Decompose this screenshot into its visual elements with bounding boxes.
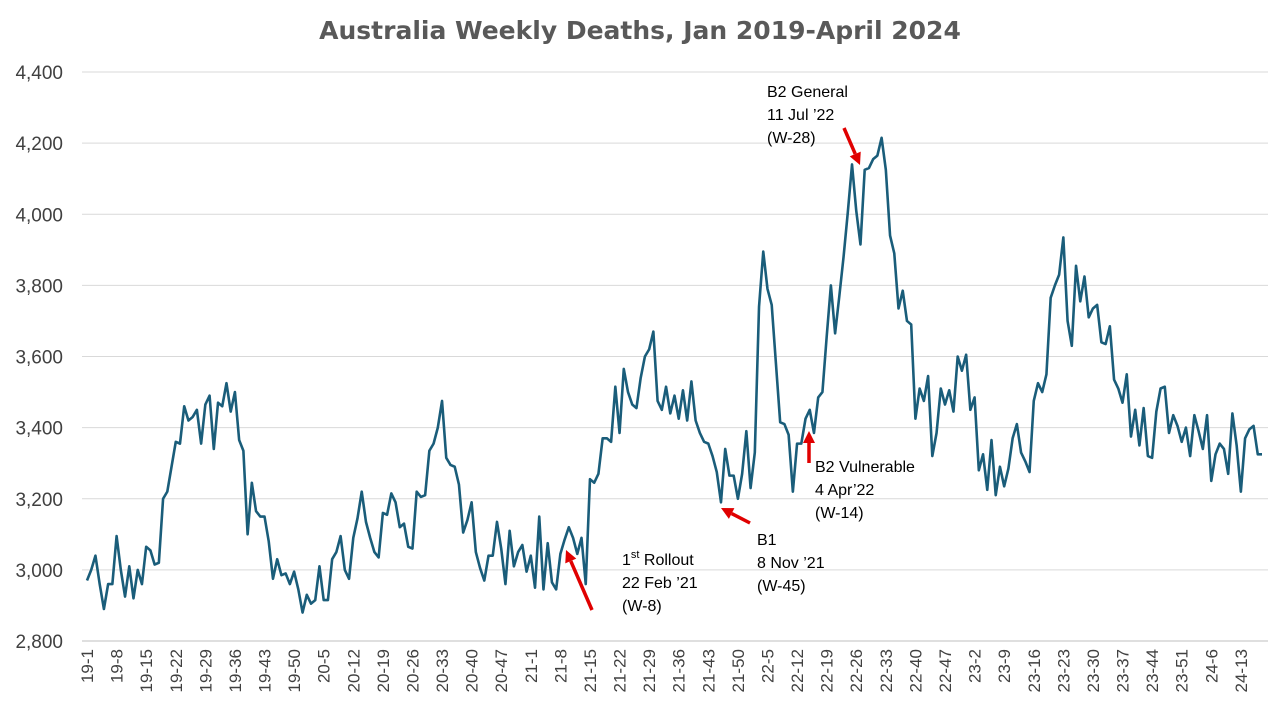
annotation-arrows [565,127,861,611]
x-tick-label: 20-40 [463,649,482,692]
y-tick-label: 3,600 [15,348,63,369]
x-tick-label: 23-2 [966,649,985,683]
arrow-b1 [721,508,751,525]
x-tick-label: 21-29 [640,649,659,692]
x-tick-label: 24-13 [1232,649,1251,692]
x-tick-label: 23-9 [995,649,1014,683]
y-tick-label: 3,200 [15,490,63,511]
annotation-first-rollout-line-3: (W-8) [622,598,662,615]
y-tick-label: 3,400 [15,419,63,440]
annotation-b1-line-3: (W-45) [757,578,806,595]
x-tick-label: 19-15 [137,649,156,692]
x-tick-label: 23-44 [1143,649,1162,692]
annotation-b1: B1 8 Nov ’21 (W-45) [757,532,825,595]
x-tick-label: 23-23 [1054,649,1073,692]
x-tick-label: 22-5 [758,649,777,683]
annotation-b2-general-line-2: 11 Jul ’22 [767,107,834,124]
y-tick-label: 4,400 [15,63,63,84]
x-tick-label: 19-29 [196,649,215,692]
chart-title: Australia Weekly Deaths, Jan 2019-April … [319,16,961,45]
annotation-b2-general: B2 General 11 Jul ’22 (W-28) [767,84,848,147]
x-tick-label: 22-26 [847,649,866,692]
x-tick-label: 20-12 [344,649,363,692]
x-tick-label: 20-47 [492,649,511,692]
annotation-first-rollout: 1st Rollout 22 Feb ’21 (W-8) [622,549,698,615]
x-tick-label: 21-8 [551,649,570,683]
x-tick-label: 21-15 [581,649,600,692]
gridlines [82,71,1268,571]
annotation-b2-general-line-3: (W-28) [767,130,816,147]
annotation-b1-line-2: 8 Nov ’21 [757,555,825,572]
x-tick-label: 21-1 [522,649,541,683]
x-tick-label: 19-1 [78,649,97,683]
y-tick-label: 4,200 [15,134,63,155]
x-tick-label: 23-37 [1114,649,1133,692]
x-tick-label: 22-12 [788,649,807,692]
annotation-b2-general-line-1: B2 General [767,84,848,101]
arrow-first-rollout [565,550,594,611]
y-axis-ticks: 2,800 3,000 3,200 3,400 3,600 3,800 4,000 4,200… [15,63,63,653]
annotation-b2-vulnerable-line-1: B2 Vulnerable [815,459,915,476]
x-tick-label: 23-30 [1084,649,1103,692]
series-line-weekly-deaths [85,136,1262,614]
x-axis-ticks: 19-1 19-8 19-15 19-22 19-29 19-36 19-43 19-50 20… [78,649,1251,692]
arrow-b2-vulnerable [803,431,815,463]
arrow-b2-general [842,127,861,165]
x-tick-label: 23-16 [1025,649,1044,692]
x-tick-label: 21-50 [729,649,748,692]
x-tick-label: 19-22 [167,649,186,692]
annotation-b2-vulnerable-line-3: (W-14) [815,505,864,522]
x-tick-label: 22-19 [818,649,837,692]
annotation-first-rollout-line-2: 22 Feb ’21 [622,575,698,592]
x-tick-label: 24-6 [1202,649,1221,683]
x-tick-label: 21-36 [670,649,689,692]
x-tick-label: 23-51 [1173,649,1192,692]
x-tick-label: 19-36 [226,649,245,692]
x-tick-label: 21-22 [611,649,630,692]
annotation-b1-line-1: B1 [757,532,777,549]
x-tick-label: 20-33 [433,649,452,692]
y-tick-label: 4,000 [15,205,63,226]
x-tick-label: 20-19 [374,649,393,692]
x-tick-label: 20-26 [403,649,422,692]
annotation-b2-vulnerable: B2 Vulnerable 4 Apr’22 (W-14) [815,459,915,522]
annotation-b2-vulnerable-line-2: 4 Apr’22 [815,482,874,499]
y-tick-label: 2,800 [15,632,63,653]
annotation-first-rollout-line-1: 1st Rollout [622,549,694,569]
x-tick-label: 19-8 [108,649,127,683]
y-tick-label: 3,800 [15,276,63,297]
x-tick-label: 22-47 [936,649,955,692]
x-tick-label: 21-43 [699,649,718,692]
y-tick-label: 3,000 [15,561,63,582]
x-tick-label: 19-43 [256,649,275,692]
x-tick-label: 22-33 [877,649,896,692]
x-tick-label: 20-5 [315,649,334,683]
x-tick-label: 19-50 [285,649,304,692]
x-tick-label: 22-40 [906,649,925,692]
